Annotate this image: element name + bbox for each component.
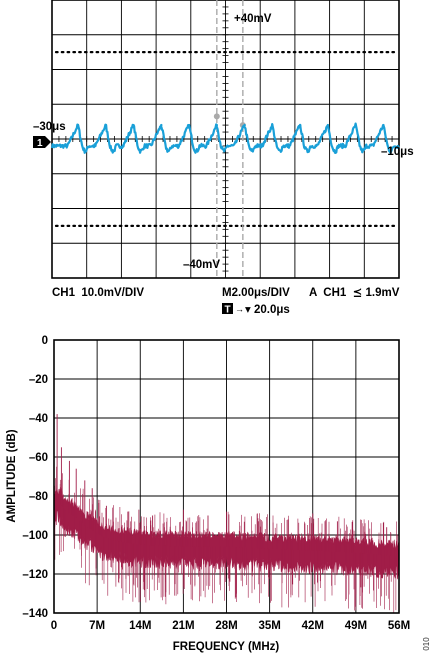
ch1-peak bbox=[326, 123, 330, 127]
ch1-peak bbox=[132, 123, 135, 127]
x-tick-label: 56M bbox=[388, 620, 410, 632]
scope-cursors bbox=[213, 0, 246, 278]
trigger-readout: A CH1 ⪯ 1.9mV bbox=[309, 287, 400, 299]
y-tick-label: –60 bbox=[29, 452, 48, 464]
ch1-peak bbox=[271, 123, 274, 127]
fft-spectrum-chart: 0 –20 –40 –60 –80 –100 –120 –140 0 7M 14M 21M 28M 35… bbox=[6, 335, 431, 653]
x-tick-labels: 0 7M 14M 21M 28M 35M 42M 49M 56M bbox=[51, 620, 410, 632]
ch1-peak bbox=[187, 123, 191, 127]
x-tick-label: 42M bbox=[302, 620, 324, 632]
ch1-peak bbox=[76, 123, 80, 127]
timebase-readout: M2.00μs/DIV bbox=[222, 287, 290, 299]
ch1-peak bbox=[160, 123, 163, 127]
x-tick-label: 28M bbox=[215, 620, 237, 632]
y-tick-labels: 0 –20 –40 –60 –80 –100 –120 –140 bbox=[22, 335, 48, 620]
ch1-peak bbox=[354, 123, 357, 127]
x-tick-label: 0 bbox=[51, 620, 57, 632]
spectrum-plot-frame bbox=[53, 339, 400, 614]
trigger-position-readout: T → ▾ 20.0μs bbox=[222, 303, 290, 316]
ch1-trace bbox=[50, 122, 400, 154]
x-tick-label: 49M bbox=[345, 620, 367, 632]
y-tick-label: –20 bbox=[29, 374, 48, 386]
ch1-peak bbox=[382, 123, 385, 127]
channel-1-marker-label: 1 bbox=[37, 138, 43, 149]
x-tick-label: 14M bbox=[129, 620, 151, 632]
y-tick-label: –40 bbox=[29, 413, 48, 425]
figure-number: 010 bbox=[422, 637, 431, 651]
y-tick-label: –100 bbox=[22, 530, 48, 542]
channel-1-marker: 1 bbox=[33, 136, 51, 149]
oscilloscope-capture: +40mV –40mV –30μs –10μs 1 CH1 10.0mV/DIV… bbox=[33, 0, 414, 316]
y-axis-label: AMPLITUDE (dB) bbox=[6, 429, 18, 522]
x-tick-label: 7M bbox=[89, 620, 105, 632]
ch1-peak bbox=[243, 123, 246, 127]
trigger-icon bbox=[222, 303, 233, 314]
cursor-label-top: +40mV bbox=[234, 13, 272, 25]
ch1-peak-markers bbox=[76, 123, 385, 127]
x-tick-label: 21M bbox=[172, 620, 194, 632]
ch1-peak bbox=[104, 123, 108, 127]
y-tick-label: –140 bbox=[22, 608, 48, 620]
cursor-marker bbox=[213, 113, 220, 120]
trigger-position-value: ▾ 20.0μs bbox=[245, 304, 290, 316]
cursor-label-right: –10μs bbox=[381, 146, 414, 158]
trigger-arrow-icon: → bbox=[235, 304, 244, 314]
ch1-peak bbox=[298, 123, 302, 127]
scope-grid bbox=[52, 0, 399, 278]
cursor-label-bottom: –40mV bbox=[183, 259, 220, 271]
ch1-scale-readout: CH1 10.0mV/DIV bbox=[52, 287, 144, 299]
spectrum-series bbox=[53, 414, 400, 613]
scope-dotted-reference-lines bbox=[54, 51, 397, 227]
trigger-icon-label: T bbox=[225, 305, 231, 316]
y-tick-label: 0 bbox=[42, 335, 48, 347]
y-tick-label: –80 bbox=[29, 491, 48, 503]
x-tick-label: 35M bbox=[258, 620, 280, 632]
x-axis-label: FREQUENCY (MHz) bbox=[173, 641, 280, 653]
cursor-label-left: –30μs bbox=[33, 121, 66, 133]
y-tick-label: –120 bbox=[22, 569, 48, 581]
ch1-peak bbox=[215, 123, 218, 127]
